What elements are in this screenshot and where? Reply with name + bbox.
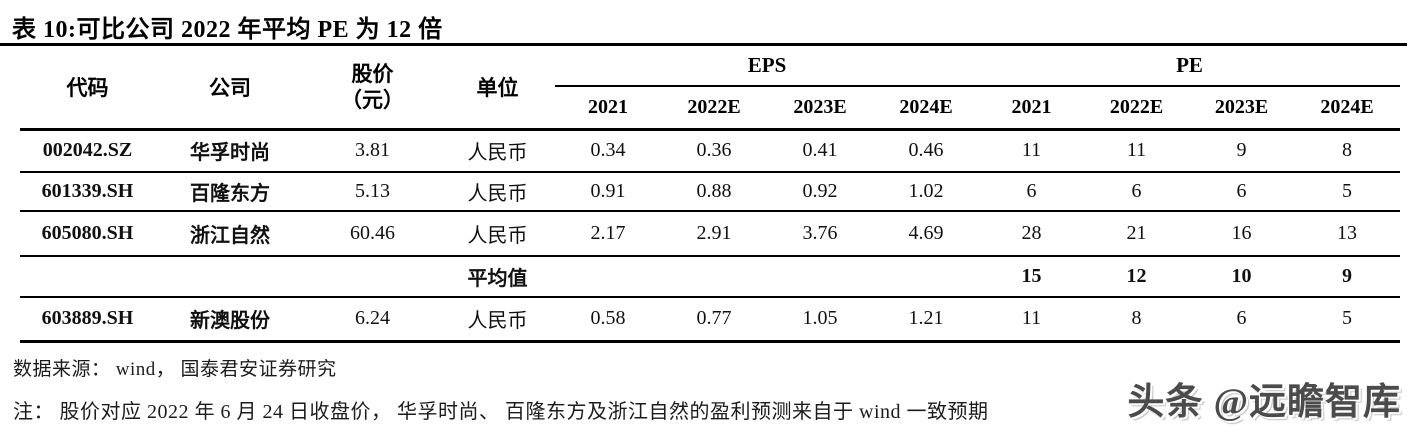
header-price-line1: 股价	[351, 61, 394, 86]
eps-value: 4.69	[873, 211, 980, 257]
stock-price: 60.46	[305, 211, 440, 257]
header-pe-2021: 2021	[979, 86, 1085, 131]
eps-value: 0.77	[661, 297, 767, 343]
pe-value: 6	[1189, 297, 1295, 343]
header-unit: 单位	[440, 46, 555, 131]
header-eps-2021: 2021	[555, 86, 661, 131]
eps-value: 0.34	[555, 129, 661, 173]
pe-value: 11	[1084, 129, 1190, 173]
average-row: 平均值 15 12 10 9	[20, 256, 1401, 298]
empty-cell	[767, 256, 873, 298]
company-name: 华孚时尚	[155, 129, 305, 173]
average-pe-value: 15	[979, 256, 1085, 298]
eps-value: 0.92	[767, 172, 873, 212]
pe-value: 6	[1189, 172, 1295, 212]
average-pe-value: 9	[1294, 256, 1401, 298]
header-eps-2024e: 2024E	[873, 86, 980, 131]
table-row: 605080.SH 浙江自然 60.46 人民币 2.17 2.91 3.76 …	[20, 211, 1401, 257]
stock-price: 5.13	[305, 172, 440, 212]
empty-cell	[555, 256, 661, 298]
empty-cell	[305, 256, 440, 298]
empty-cell	[155, 256, 305, 298]
pe-value: 11	[979, 297, 1085, 343]
average-label: 平均值	[440, 256, 555, 298]
pe-value: 16	[1189, 211, 1295, 257]
eps-value: 2.91	[661, 211, 767, 257]
stock-code: 603889.SH	[20, 297, 155, 343]
empty-cell	[873, 256, 980, 298]
pe-value: 8	[1294, 129, 1401, 173]
pe-value: 5	[1294, 172, 1401, 212]
stock-price: 6.24	[305, 297, 440, 343]
footnote: 注： 股价对应 2022 年 6 月 24 日收盘价， 华孚时尚、 百隆东方及浙…	[13, 400, 989, 423]
table-row: 002042.SZ 华孚时尚 3.81 人民币 0.34 0.36 0.41 0…	[20, 129, 1401, 173]
eps-value: 1.05	[767, 297, 873, 343]
pe-value: 13	[1294, 211, 1401, 257]
currency-unit: 人民币	[440, 129, 555, 173]
average-pe-value: 12	[1084, 256, 1190, 298]
header-year-row: 2021 2022E 2023E 2024E 2021 2022E 2023E …	[20, 86, 1401, 131]
eps-value: 3.76	[767, 211, 873, 257]
header-pe-2022e: 2022E	[1084, 86, 1190, 131]
header-pe-group: PE	[979, 46, 1401, 87]
currency-unit: 人民币	[440, 211, 555, 257]
header-company: 公司	[155, 46, 305, 131]
eps-value: 0.91	[555, 172, 661, 212]
pe-value: 9	[1189, 129, 1295, 173]
pe-value: 28	[979, 211, 1085, 257]
empty-cell	[20, 256, 155, 298]
header-eps-2023e: 2023E	[767, 86, 873, 131]
table-title-bar: 表 10:可比公司 2022 年平均 PE 为 12 倍	[0, 0, 1407, 46]
comparable-companies-table: 代码 公司 股价 （元） 单位 EPS PE 2021 2022E 2023E …	[20, 46, 1401, 343]
company-name: 百隆东方	[155, 172, 305, 212]
eps-value: 0.58	[555, 297, 661, 343]
data-source-note: 数据来源： wind， 国泰君安证券研究	[13, 358, 337, 380]
pe-value: 11	[979, 129, 1085, 173]
header-code: 代码	[20, 46, 155, 131]
company-name: 浙江自然	[155, 211, 305, 257]
pe-value: 8	[1084, 297, 1190, 343]
stock-code: 002042.SZ	[20, 129, 155, 173]
header-pe-2024e: 2024E	[1294, 86, 1401, 131]
header-group-row: 代码 公司 股价 （元） 单位 EPS PE	[20, 46, 1401, 131]
watermark-text: 头条 @远瞻智库	[1127, 382, 1401, 423]
eps-value: 0.36	[661, 129, 767, 173]
pe-value: 5	[1294, 297, 1401, 343]
eps-value: 0.41	[767, 129, 873, 173]
currency-unit: 人民币	[440, 172, 555, 212]
stock-code: 601339.SH	[20, 172, 155, 212]
eps-value: 0.88	[661, 172, 767, 212]
header-pe-2023e: 2023E	[1189, 86, 1295, 131]
empty-cell	[661, 256, 767, 298]
header-price: 股价 （元）	[305, 46, 440, 131]
currency-unit: 人民币	[440, 297, 555, 343]
eps-value: 0.46	[873, 129, 980, 173]
header-eps-2022e: 2022E	[661, 86, 767, 131]
table-row-subject-company: 603889.SH 新澳股份 6.24 人民币 0.58 0.77 1.05 1…	[20, 297, 1401, 343]
average-pe-value: 10	[1189, 256, 1295, 298]
eps-value: 1.21	[873, 297, 980, 343]
company-name: 新澳股份	[155, 297, 305, 343]
pe-value: 21	[1084, 211, 1190, 257]
pe-value: 6	[979, 172, 1085, 212]
eps-value: 2.17	[555, 211, 661, 257]
header-price-line2: （元）	[341, 87, 404, 112]
eps-value: 1.02	[873, 172, 980, 212]
stock-code: 605080.SH	[20, 211, 155, 257]
page-title: 表 10:可比公司 2022 年平均 PE 为 12 倍	[12, 17, 443, 43]
stock-price: 3.81	[305, 129, 440, 173]
table-row: 601339.SH 百隆东方 5.13 人民币 0.91 0.88 0.92 1…	[20, 172, 1401, 212]
header-eps-group: EPS	[555, 46, 980, 87]
pe-value: 6	[1084, 172, 1190, 212]
